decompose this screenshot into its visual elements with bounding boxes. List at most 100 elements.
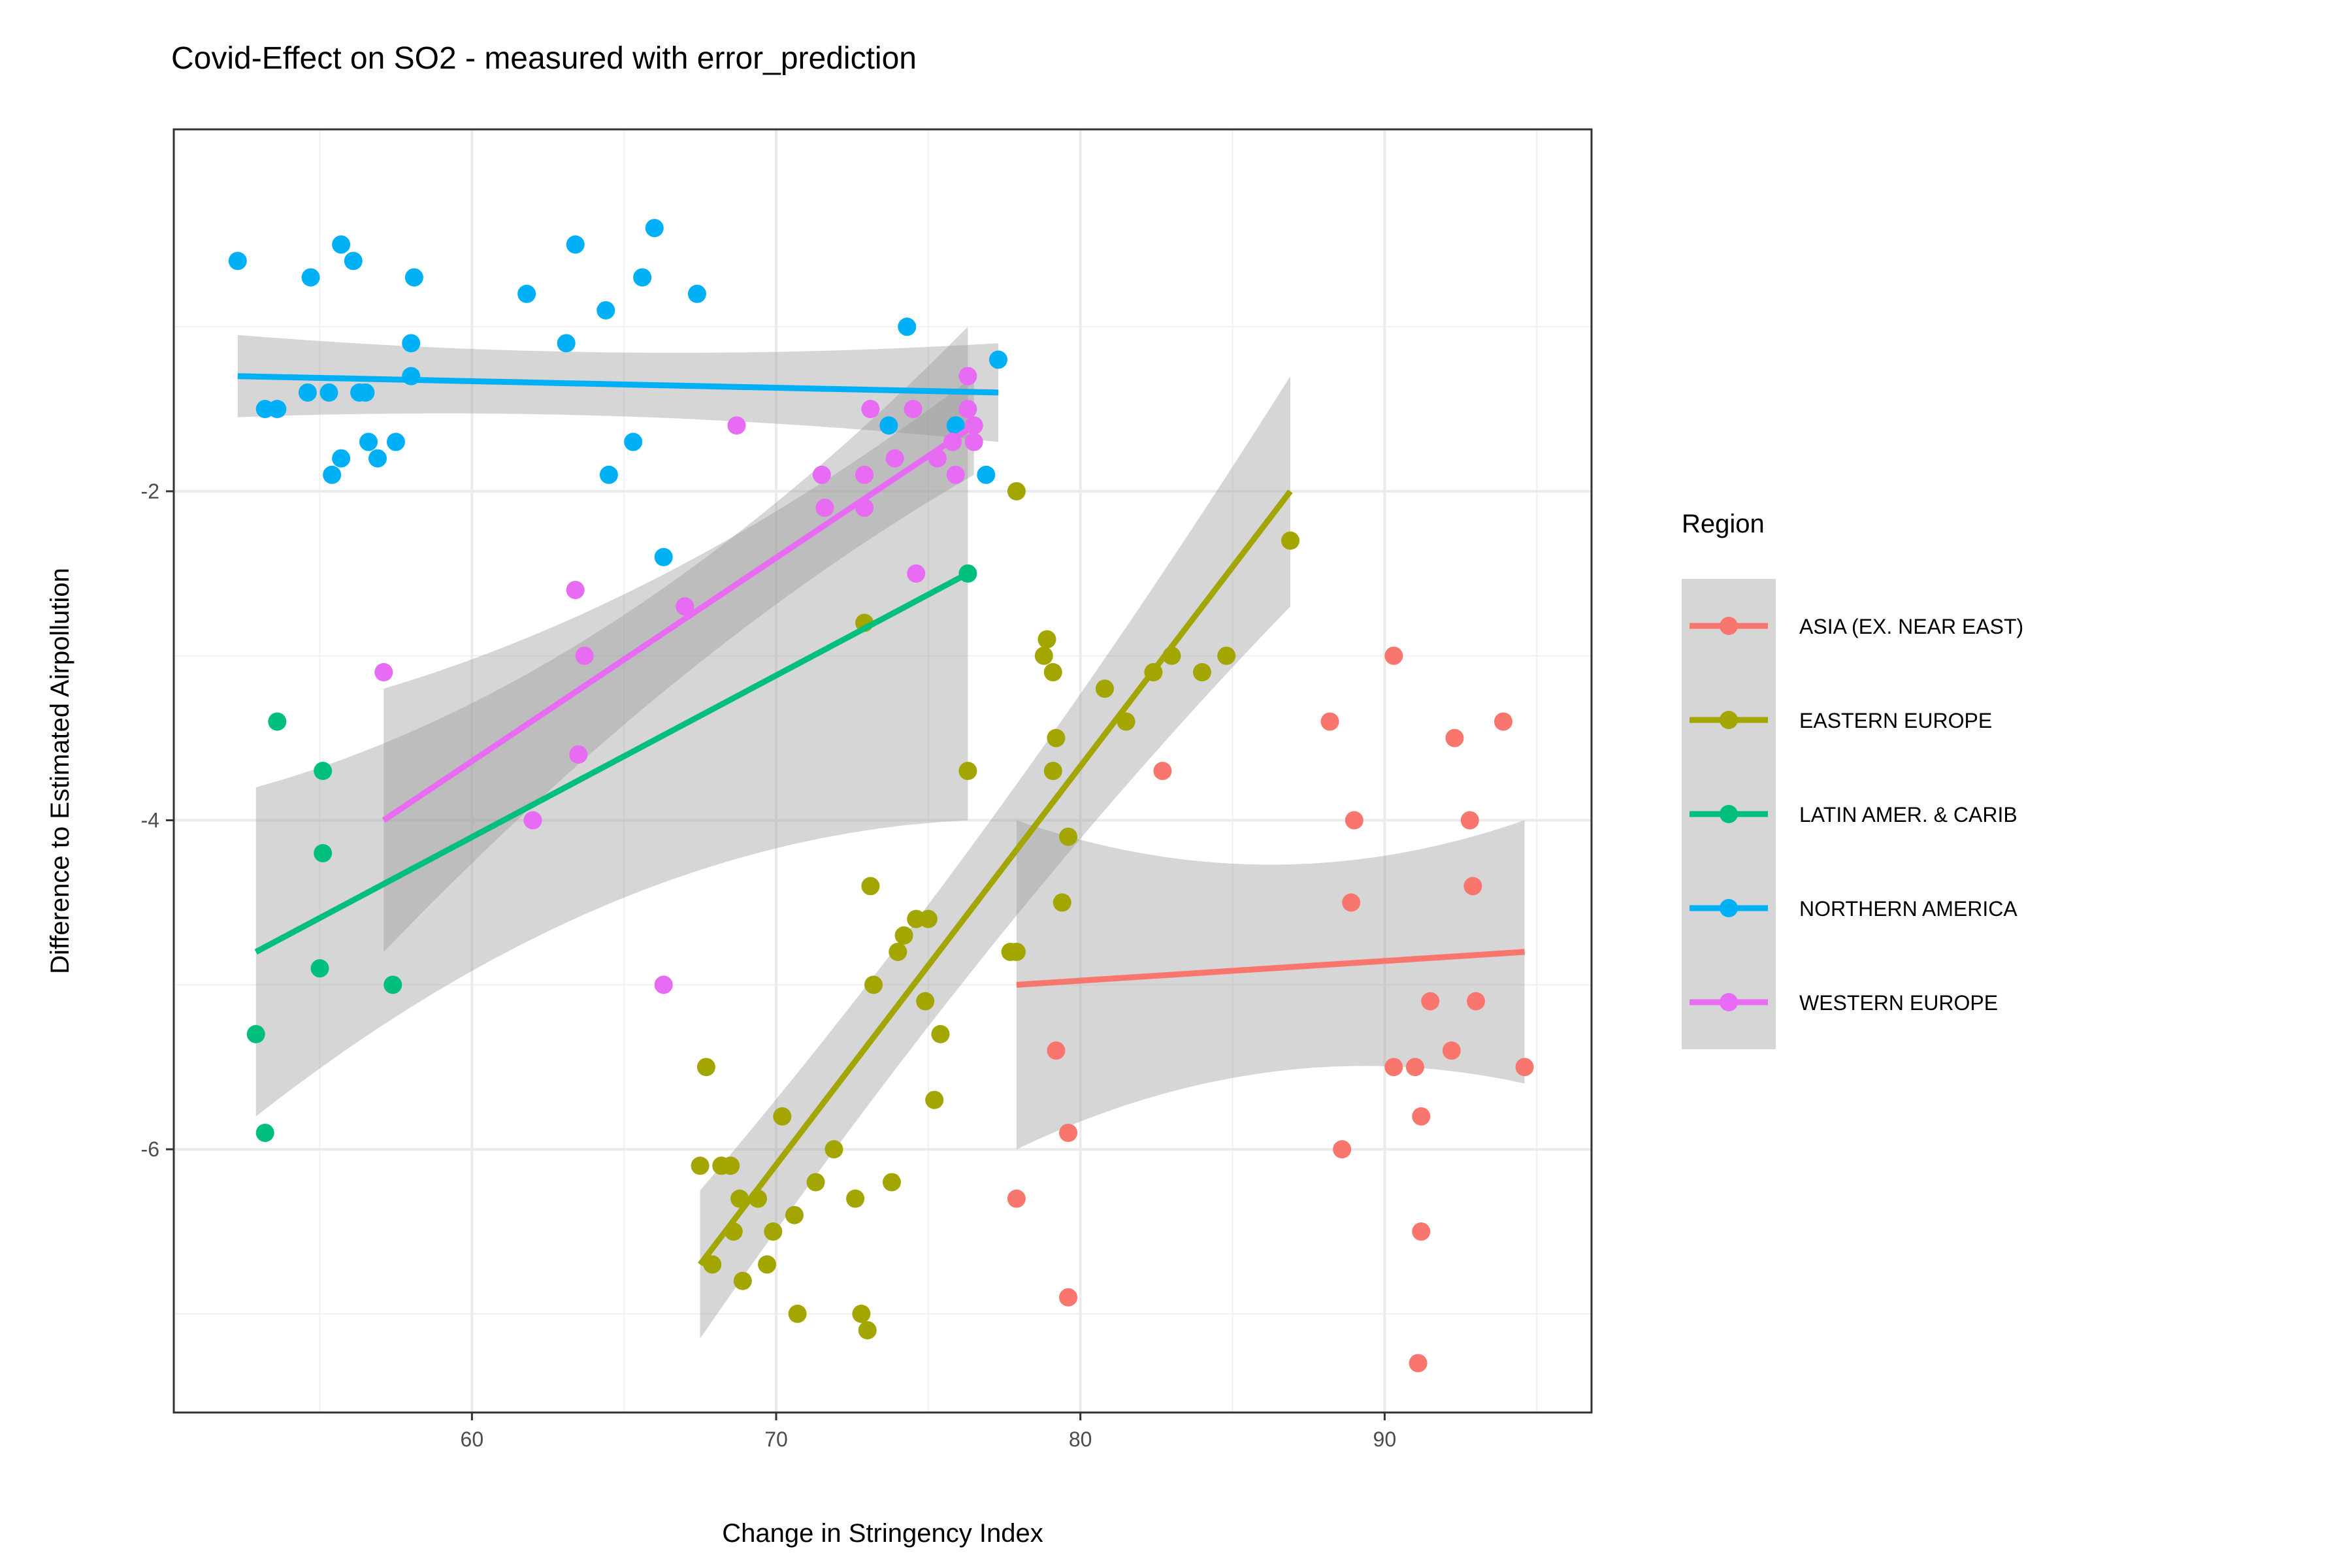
data-point	[1467, 992, 1486, 1011]
data-point	[1463, 877, 1482, 896]
data-point	[988, 350, 1007, 369]
data-point	[319, 383, 338, 402]
legend-key-point	[1720, 711, 1738, 729]
data-point	[1059, 1123, 1078, 1142]
data-point	[885, 449, 904, 468]
data-point	[946, 416, 965, 435]
data-point	[1153, 762, 1172, 780]
data-point	[1281, 531, 1299, 550]
data-point	[687, 284, 706, 303]
confidence-band	[1016, 820, 1525, 1150]
data-point	[733, 1271, 752, 1290]
data-point	[310, 959, 329, 978]
data-point	[788, 1304, 807, 1323]
data-point	[846, 1189, 865, 1208]
data-point	[958, 400, 977, 419]
data-point	[386, 433, 405, 451]
data-point	[958, 367, 977, 385]
data-point	[566, 581, 585, 600]
data-point	[384, 975, 402, 994]
data-point	[916, 992, 935, 1011]
data-point	[919, 909, 938, 928]
data-point	[298, 383, 317, 402]
data-point	[1412, 1107, 1431, 1126]
data-point	[812, 465, 831, 484]
data-point	[1192, 662, 1211, 681]
confidence-band	[255, 327, 968, 1117]
data-point	[566, 235, 585, 254]
legend-key-point	[1720, 617, 1738, 635]
data-point	[268, 712, 287, 731]
data-point	[958, 762, 977, 780]
data-point	[255, 1123, 274, 1142]
data-point	[645, 219, 664, 238]
data-point	[228, 252, 247, 270]
data-point	[898, 318, 917, 336]
data-point	[727, 416, 746, 435]
data-point	[1320, 712, 1339, 731]
data-point	[1043, 662, 1062, 681]
fit-line	[382, 423, 976, 823]
data-point	[977, 465, 996, 484]
data-point	[815, 498, 834, 517]
data-point	[1059, 1288, 1078, 1307]
data-point	[773, 1107, 792, 1126]
data-point	[946, 465, 965, 484]
data-point	[1043, 762, 1062, 780]
confidence-bands	[237, 327, 1525, 1339]
data-point	[925, 1090, 944, 1109]
data-point	[1405, 1058, 1424, 1077]
data-point	[1494, 712, 1512, 731]
data-point	[1007, 942, 1026, 961]
data-point	[861, 877, 880, 896]
data-point	[314, 843, 333, 862]
data-point	[676, 597, 694, 616]
plot-panel	[172, 128, 1593, 1414]
y-tick-label: -4	[141, 809, 159, 832]
plot-border	[172, 128, 1593, 1414]
data-point	[374, 662, 393, 681]
data-point	[882, 1173, 901, 1192]
legend-label: LATIN AMER. & CARIB	[1799, 803, 2017, 826]
x-tick-label: 70	[764, 1428, 788, 1451]
data-point	[314, 762, 333, 780]
data-point	[1345, 811, 1364, 830]
x-axis-title: Change in Stringency Index	[722, 1519, 1043, 1548]
data-point	[569, 745, 588, 764]
x-tick-label: 90	[1373, 1428, 1397, 1451]
fit-line	[698, 489, 1293, 1267]
fit-line	[254, 570, 970, 955]
x-axis: 60 70 80 90	[461, 1413, 1397, 1451]
confidence-band	[700, 376, 1290, 1339]
legend-label: EASTERN EUROPE	[1799, 709, 1992, 732]
data-point	[785, 1205, 804, 1224]
data-point	[402, 334, 421, 353]
data-point	[852, 1304, 871, 1323]
data-point	[1007, 1189, 1026, 1208]
data-point	[691, 1156, 710, 1175]
data-point	[894, 926, 913, 945]
data-point	[654, 547, 673, 566]
legend-label: ASIA (EX. NEAR EAST)	[1799, 615, 2023, 638]
y-axis-title: Difference to Estimated Airpollution	[46, 568, 74, 974]
data-point	[1034, 646, 1053, 665]
data-point	[861, 400, 880, 419]
data-point	[332, 235, 351, 254]
data-point	[1460, 811, 1479, 830]
data-point	[323, 465, 342, 484]
data-point	[879, 416, 898, 435]
data-point	[1047, 728, 1066, 747]
data-point	[907, 564, 926, 583]
legend-key-point	[1720, 805, 1738, 823]
legend: Region ASIA (EX. NEAR EAST) EASTERN EUROP…	[1682, 510, 2023, 1049]
data-point	[889, 942, 907, 961]
data-point	[599, 465, 618, 484]
data-point	[1217, 646, 1236, 665]
data-point	[1384, 1058, 1403, 1077]
data-point	[1059, 827, 1078, 846]
data-point	[825, 1140, 843, 1159]
data-point	[517, 284, 536, 303]
data-point	[633, 268, 652, 287]
data-point	[575, 646, 594, 665]
